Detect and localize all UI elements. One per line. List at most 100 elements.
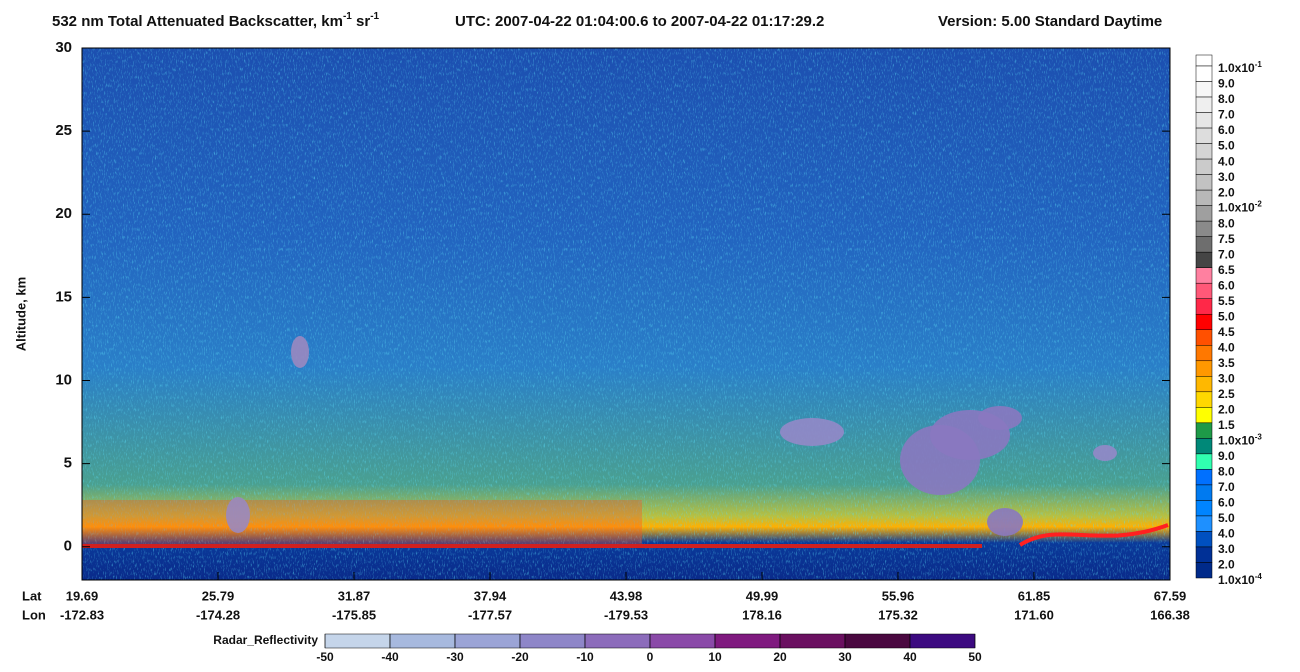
colorbar-label: 8.0: [1218, 216, 1235, 230]
lat-label: 31.87: [338, 588, 371, 603]
y-tick-label: 20: [55, 205, 72, 222]
colorbar-label: 3.0: [1218, 542, 1235, 556]
radar-tick-label: 40: [903, 650, 917, 664]
radar-tick-label: 0: [647, 650, 654, 664]
colorbar-cell: [1195, 438, 1213, 455]
title-superscript: -1: [343, 11, 352, 22]
colorbar-cell: [1195, 329, 1213, 346]
colorbar-label-exp: -2: [1255, 199, 1263, 208]
colorbar-label: 4.5: [1218, 325, 1235, 339]
y-axis-label: Altitude, km: [13, 277, 28, 351]
radar-tick-label: 30: [838, 650, 852, 664]
lat-label: 43.98: [610, 588, 643, 603]
lat-title: Lat: [22, 588, 42, 603]
colorbar-label: 3.0: [1218, 170, 1235, 184]
colorbar-label: 1.0x10-1: [1218, 60, 1262, 76]
colorbar-cell: [1195, 205, 1213, 222]
radar-cell: [454, 633, 521, 649]
radar-cell: [389, 633, 456, 649]
colorbar-cell: [1195, 453, 1213, 470]
colorbar-label: 5.0: [1218, 309, 1235, 323]
colorbar-label: 1.0x10-3: [1218, 432, 1262, 448]
colorbar-label: 3.5: [1218, 356, 1235, 370]
colorbar-label-base: 1.0x10: [1218, 573, 1255, 587]
radar-tick-label: -10: [576, 650, 594, 664]
radar-tick-label: -40: [381, 650, 399, 664]
colorbar-cell: [1195, 236, 1213, 253]
colorbar-label: 6.0: [1218, 123, 1235, 137]
y-tick-label: 30: [55, 39, 72, 56]
colorbar-cell: [1195, 96, 1213, 113]
colorbar-label: 5.5: [1218, 294, 1235, 308]
y-tick-label: 15: [55, 288, 72, 305]
colorbar-label-exp: -4: [1255, 572, 1263, 581]
radar-tick-label: 50: [968, 650, 982, 664]
title-text: 532 nm Total Attenuated Backscatter, km: [52, 13, 343, 30]
colorbar-cell: [1195, 360, 1213, 377]
colorbar-label: 1.0x10-2: [1218, 199, 1262, 215]
chart-title: 532 nm Total Attenuated Backscatter, km-…: [52, 11, 380, 30]
lat-label: 19.69: [66, 588, 99, 603]
colorbar-label-exp: -1: [1255, 60, 1263, 69]
colorbar-cell: [1195, 562, 1213, 579]
y-tick-label: 10: [55, 371, 72, 388]
radar-cell: [844, 633, 911, 649]
colorbar-label: 1.5: [1218, 418, 1235, 432]
y-tick-label: 5: [64, 455, 72, 472]
lon-label: -174.28: [196, 607, 240, 622]
radar-label: Radar_Reflectivity: [213, 633, 318, 647]
lon-label: 171.60: [1014, 607, 1054, 622]
lon-title: Lon: [22, 607, 46, 622]
colorbar-label: 3.0: [1218, 371, 1235, 385]
colorbar-cell: [1195, 376, 1213, 393]
colorbar-cell: [1195, 267, 1213, 284]
lat-label: 67.59: [1154, 588, 1187, 603]
lon-label: 178.16: [742, 607, 782, 622]
colorbar-cell: [1195, 189, 1213, 206]
colorbar-cap: [1195, 54, 1213, 67]
colorbar-label: 4.0: [1218, 527, 1235, 541]
colorbar-label-base: 1.0x10: [1218, 201, 1255, 215]
colorbar-cell: [1195, 313, 1213, 331]
colorbar-label: 5.0: [1218, 511, 1235, 525]
colorbar-cell: [1195, 422, 1213, 439]
lat-label: 37.94: [474, 588, 507, 603]
radar-cell: [909, 633, 976, 649]
radar-cell: [779, 633, 846, 649]
radar-tick-label: -30: [446, 650, 464, 664]
colorbar-label: 8.0: [1218, 465, 1235, 479]
radar-cell: [714, 633, 781, 649]
colorbar-cell: [1195, 174, 1213, 191]
colorbar-cell: [1195, 515, 1213, 532]
lat-label: 55.96: [882, 588, 915, 603]
colorbar-label: 9.0: [1218, 77, 1235, 91]
lon-label: 175.32: [878, 607, 918, 622]
radar-tick-label: -50: [316, 650, 334, 664]
lon-label: -177.57: [468, 607, 512, 622]
colorbar-label: 6.0: [1218, 278, 1235, 292]
colorbar-label-exp: -3: [1255, 432, 1263, 441]
colorbar-label: 4.0: [1218, 154, 1235, 168]
colorbar-cell: [1195, 469, 1213, 486]
colorbar-label-base: 1.0x10: [1218, 61, 1255, 75]
radar-tick-label: 20: [773, 650, 787, 664]
colorbar-cell: [1195, 391, 1213, 408]
colorbar-cell: [1195, 546, 1213, 563]
colorbar-label: 2.0: [1218, 403, 1235, 417]
colorbar-cell: [1195, 407, 1213, 424]
colorbar-cell: [1195, 65, 1213, 82]
lat-label: 61.85: [1018, 588, 1051, 603]
radar-tick-label: -20: [511, 650, 529, 664]
radar-cell: [584, 633, 651, 649]
colorbar-cell: [1195, 81, 1213, 98]
colorbar-label: 7.0: [1218, 247, 1235, 261]
colorbar-label: 7.0: [1218, 480, 1235, 494]
y-tick-label: 0: [64, 538, 72, 555]
lon-label: -179.53: [604, 607, 648, 622]
colorbar-cell: [1195, 500, 1213, 517]
colorbar-label: 2.5: [1218, 387, 1235, 401]
lon-label: 166.38: [1150, 607, 1190, 622]
colorbar-label: 7.5: [1218, 232, 1235, 246]
title-text: sr: [352, 13, 371, 30]
lat-label: 49.99: [746, 588, 779, 603]
